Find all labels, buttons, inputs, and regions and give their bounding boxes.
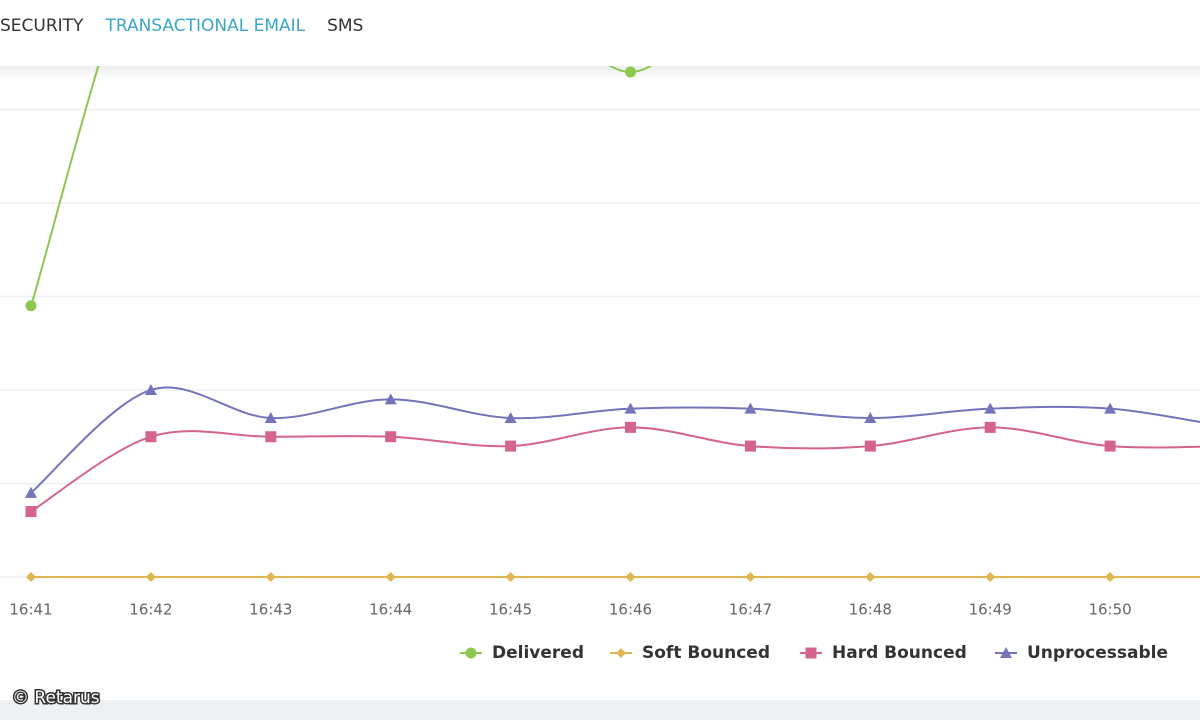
legend: Delivered Soft Bounced Hard Bounced Unproce… bbox=[460, 643, 1168, 663]
x-tick-label: 16:49 bbox=[969, 601, 1012, 619]
data-point bbox=[505, 440, 517, 452]
data-point bbox=[625, 66, 636, 78]
data-point bbox=[504, 412, 517, 424]
legend-label: Unprocessable bbox=[1027, 643, 1168, 663]
header-shadow bbox=[0, 66, 1200, 80]
x-tick-label: 16:48 bbox=[849, 601, 892, 619]
data-point bbox=[385, 572, 396, 582]
grid bbox=[0, 108, 1200, 578]
bottom-bar bbox=[0, 700, 1200, 720]
x-tick-label: 16:44 bbox=[369, 601, 412, 619]
x-tick-label: 16:46 bbox=[609, 601, 652, 619]
data-point bbox=[26, 572, 36, 582]
legend-marker bbox=[616, 648, 626, 658]
data-point bbox=[25, 300, 37, 312]
footer-credit: © Retarus bbox=[12, 688, 100, 708]
legend-marker bbox=[805, 647, 817, 659]
data-point bbox=[145, 572, 156, 582]
nav-tab[interactable]: TRANSACTIONAL EMAIL bbox=[104, 16, 305, 36]
data-point bbox=[744, 402, 757, 414]
x-axis: 16:41 16:42 16:43 16:44 16:45 16:46 16:47 16:48… bbox=[9, 601, 1131, 619]
data-point bbox=[265, 431, 277, 443]
nav-tab[interactable]: SMS bbox=[327, 16, 363, 36]
legend-label: Soft Bounced bbox=[642, 643, 770, 663]
data-point bbox=[1105, 572, 1116, 582]
data-point bbox=[1104, 402, 1117, 414]
data-point bbox=[745, 572, 756, 582]
data-point bbox=[145, 431, 157, 443]
data-point bbox=[744, 440, 756, 452]
data-point bbox=[625, 572, 636, 582]
series-line bbox=[30, 426, 1200, 513]
data-point bbox=[25, 486, 37, 498]
data-point bbox=[984, 421, 996, 433]
data-point bbox=[264, 412, 277, 424]
x-tick-label: 16:45 bbox=[489, 601, 532, 619]
data-point bbox=[985, 572, 996, 582]
x-tick-label: 16:41 bbox=[9, 601, 52, 619]
legend-label: Hard Bounced bbox=[832, 643, 967, 663]
nav-tab[interactable]: SECURITY bbox=[0, 16, 84, 36]
data-point bbox=[384, 393, 397, 405]
legend-marker bbox=[1000, 647, 1012, 658]
series-line bbox=[30, 386, 1200, 494]
data-point bbox=[865, 572, 876, 582]
data-point bbox=[265, 572, 276, 582]
x-tick-label: 16:50 bbox=[1088, 601, 1131, 619]
plot bbox=[25, 66, 1200, 582]
data-point bbox=[864, 440, 876, 452]
data-point bbox=[625, 421, 636, 433]
data-point bbox=[505, 572, 516, 582]
data-point bbox=[984, 402, 997, 414]
data-point bbox=[1104, 440, 1116, 452]
legend-label: Delivered bbox=[492, 643, 584, 663]
data-point bbox=[144, 383, 157, 395]
data-point bbox=[864, 412, 877, 424]
data-point bbox=[385, 431, 397, 443]
series-line bbox=[30, 66, 653, 307]
x-tick-label: 16:42 bbox=[129, 601, 172, 619]
x-tick-label: 16:43 bbox=[249, 601, 292, 619]
x-tick-label: 16:47 bbox=[729, 601, 772, 619]
tab-bar: SECURITY TRANSACTIONAL EMAIL SMS bbox=[0, 16, 363, 36]
data-point bbox=[624, 402, 637, 414]
data-point bbox=[25, 506, 37, 518]
legend-marker bbox=[465, 647, 477, 659]
